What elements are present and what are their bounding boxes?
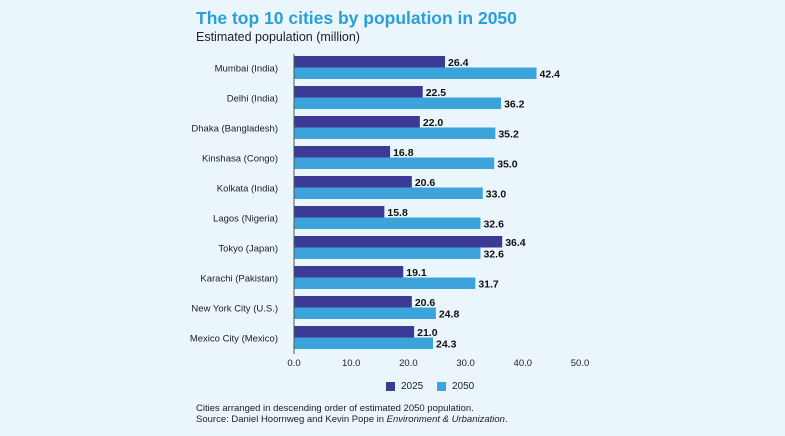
category-label: Mumbai (India) [215, 64, 278, 75]
data-label-2050: 24.3 [436, 339, 457, 351]
population-bar-chart: Mumbai (India) 26.4 42.4 Delhi (India) 22.5 3… [190, 54, 590, 369]
data-label-2025: 16.8 [393, 147, 414, 159]
legend-swatch-2050 [437, 382, 446, 391]
legend-item-2025: 2025 [386, 381, 423, 392]
legend-label-2025: 2025 [401, 381, 424, 392]
data-label-2025: 20.6 [415, 297, 436, 309]
note-source-prefix: Source: Daniel Hoornweg and Kevin Pope i… [196, 414, 387, 425]
bar-2050 [294, 157, 495, 169]
note-source-journal: Environment & Urbanization [386, 414, 505, 425]
bar-2050 [294, 187, 483, 199]
note-line-1: Cities arranged in descending order of e… [196, 403, 474, 414]
legend-swatch-2025 [386, 382, 395, 391]
bar-2025 [294, 326, 415, 338]
bar-2050 [294, 307, 436, 319]
legend-label-2050: 2050 [452, 381, 475, 392]
data-label-2050: 42.4 [540, 69, 561, 81]
bar-2050 [294, 127, 496, 139]
category-label: Karachi (Pakistan) [200, 274, 278, 285]
data-label-2025: 15.8 [387, 207, 408, 219]
category-label: Kolkata (India) [217, 184, 278, 195]
x-tick-label: 20.0 [399, 358, 418, 369]
x-tick-label: 50.0 [571, 358, 590, 369]
bar-2025 [294, 266, 404, 278]
bar-2025 [294, 296, 412, 308]
category-label: New York City (U.S.) [191, 304, 278, 315]
data-label-2025: 22.5 [426, 87, 447, 99]
data-label-2025: 19.1 [406, 267, 427, 279]
data-label-2050: 24.8 [439, 309, 460, 321]
category-label: Dhaka (Bangladesh) [191, 124, 278, 135]
data-label-2025: 21.0 [417, 327, 438, 339]
data-label-2050: 31.7 [478, 279, 499, 291]
data-label-2050: 33.0 [486, 189, 507, 201]
data-label-2050: 35.0 [497, 159, 518, 171]
bar-2025 [294, 86, 423, 98]
bar-2050 [294, 337, 433, 349]
chart-title: The top 10 cities by population in 2050 [196, 8, 517, 28]
category-label: Lagos (Nigeria) [213, 214, 278, 225]
data-label-2050: 32.6 [483, 219, 504, 231]
data-label-2025: 26.4 [448, 57, 469, 69]
category-label: Mexico City (Mexico) [190, 334, 278, 345]
bar-2025 [294, 206, 385, 218]
note-line-2: Source: Daniel Hoornweg and Kevin Pope i… [196, 414, 508, 425]
x-tick-label: 40.0 [514, 358, 533, 369]
bar-2025 [294, 146, 391, 158]
data-label-2050: 35.2 [498, 129, 519, 141]
bar-2050 [294, 277, 476, 289]
chart-subtitle: Estimated population (million) [196, 30, 360, 44]
data-label-2050: 32.6 [483, 249, 504, 261]
category-label: Delhi (India) [227, 94, 278, 105]
bar-2050 [294, 247, 481, 259]
note-source-suffix: . [504, 414, 508, 425]
x-tick-label: 10.0 [342, 358, 361, 369]
data-label-2025: 36.4 [505, 237, 526, 249]
legend-item-2050: 2050 [437, 381, 474, 392]
category-label: Kinshasa (Congo) [202, 154, 278, 165]
source-note: Cities arranged in descending order of e… [196, 403, 508, 425]
bar-2050 [294, 217, 481, 229]
data-label-2025: 20.6 [415, 177, 436, 189]
bar-2050 [294, 97, 502, 109]
bar-2025 [294, 56, 446, 68]
category-label: Tokyo (Japan) [218, 244, 278, 255]
bar-2050 [294, 67, 537, 79]
bar-2025 [294, 236, 503, 248]
x-tick-label: 30.0 [456, 358, 475, 369]
data-label-2025: 22.0 [423, 117, 444, 129]
x-tick-label: 0.0 [287, 358, 300, 369]
bar-2025 [294, 176, 412, 188]
data-label-2050: 36.2 [504, 99, 525, 111]
bar-2025 [294, 116, 420, 128]
